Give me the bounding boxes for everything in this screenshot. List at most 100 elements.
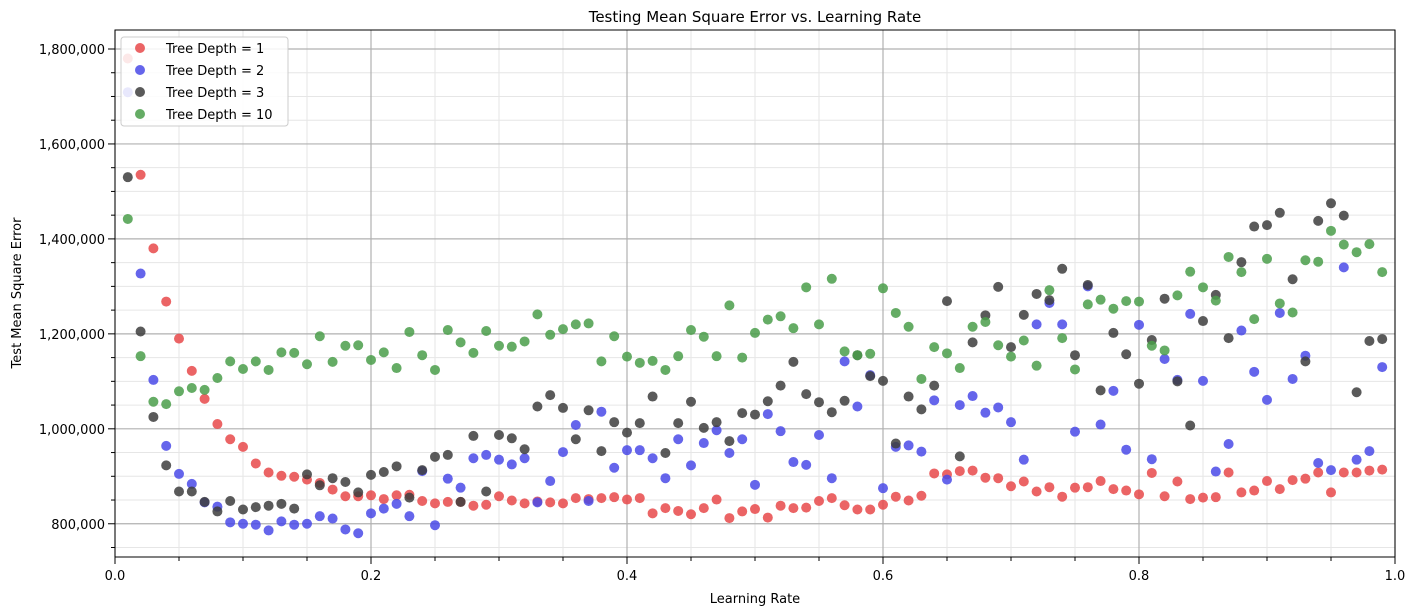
data-point [852,504,863,515]
data-point [353,487,364,498]
data-point [711,494,722,505]
data-point [1262,220,1272,231]
data-point [826,473,837,484]
data-point [1070,350,1080,361]
data-point [839,346,850,357]
data-point [263,364,274,375]
legend-marker-depth-1 [135,43,145,53]
data-point [1018,476,1029,487]
data-point [1377,362,1388,373]
data-point [814,429,824,440]
data-point [570,420,581,431]
data-point [1377,267,1388,278]
data-point [673,505,684,516]
data-point [826,493,837,504]
axis-ticks [108,48,1396,564]
data-point [942,296,952,307]
data-point [1313,457,1324,468]
data-point [1134,319,1144,330]
data-point [238,518,248,529]
data-point [250,519,261,530]
data-point [1364,239,1375,250]
data-point [916,404,927,415]
data-point [494,429,504,440]
data-point [1172,376,1183,387]
data-point [878,499,888,510]
data-point [186,365,197,376]
data-point [468,453,479,464]
data-point [1018,335,1029,346]
data-point [1044,482,1055,493]
legend-marker-depth-10 [135,109,145,119]
data-point [1300,473,1311,484]
data-point [916,490,927,501]
data-point [1287,373,1298,384]
data-point [1108,327,1119,338]
data-point [378,467,389,478]
data-point [1095,476,1106,487]
data-point [545,390,556,401]
data-point [225,356,236,367]
data-point [980,472,991,483]
data-point [711,417,722,428]
data-point [186,478,197,489]
data-point [1070,426,1080,437]
data-point [890,307,901,318]
data-point [1326,465,1336,476]
data-point [1326,198,1336,209]
data-point [1108,385,1119,396]
data-point [1262,476,1272,487]
data-point [1057,333,1068,344]
data-point [903,321,914,332]
data-point [276,498,287,509]
data-point [1338,262,1349,273]
data-point [852,350,863,361]
data-point [1377,464,1388,475]
data-point [1018,454,1029,465]
legend-label-depth-3: Tree Depth = 3 [165,86,264,101]
data-point [1313,256,1324,267]
data-point [186,382,197,393]
data-point [1121,444,1132,455]
data-point [378,503,389,514]
data-point [634,418,645,429]
data-point [135,351,146,362]
data-point [494,491,504,502]
data-point [826,407,837,418]
data-point [673,351,684,362]
data-point [494,454,504,465]
data-point [686,460,696,471]
data-point [826,273,837,284]
data-point [1044,285,1055,296]
data-point [1338,467,1349,478]
data-point [238,504,248,515]
chart-title: Testing Mean Square Error vs. Learning R… [588,8,922,26]
legend-label-depth-10: Tree Depth = 10 [165,108,273,123]
data-point [519,444,530,455]
data-point [1057,319,1068,330]
data-point [250,458,261,469]
data-point [801,459,812,470]
data-point [1006,481,1016,492]
data-point [967,465,978,476]
legend-marker-depth-3 [135,87,145,97]
data-point [391,363,402,374]
data-point [174,333,184,344]
data-point [634,493,645,504]
data-point [673,418,684,429]
data-point [340,491,351,502]
data-point [686,325,696,336]
data-point [481,326,492,337]
data-point [1210,466,1221,477]
data-point [993,402,1004,413]
data-point [378,494,389,505]
data-point [1057,263,1068,274]
data-point [711,425,722,436]
data-point [314,480,325,491]
data-point [366,354,376,365]
data-point [980,407,991,418]
data-point [506,433,517,444]
data-point [558,447,568,458]
data-point [1351,247,1362,258]
data-point [148,396,159,407]
